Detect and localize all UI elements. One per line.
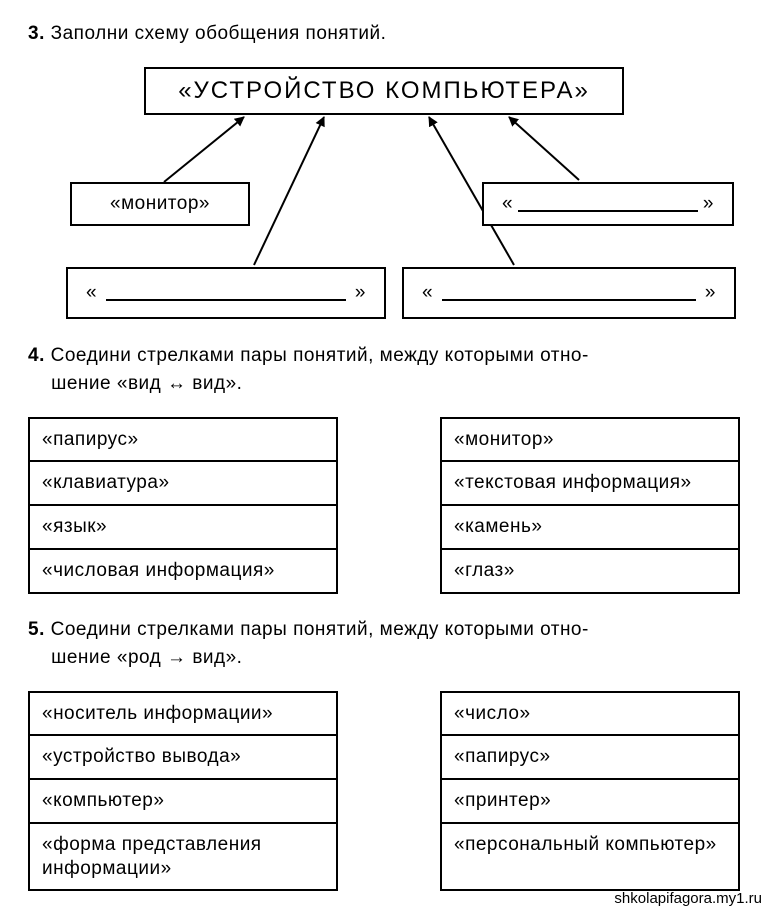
diagram-blank-br: « »	[402, 267, 736, 319]
list-item: «глаз»	[442, 550, 738, 592]
task4-num: 4.	[28, 345, 45, 366]
list-item: «носитель информации»	[30, 693, 336, 737]
task3-num: 3.	[28, 23, 45, 44]
quote-close: »	[703, 193, 714, 215]
diagram-monitor-box: «монитор»	[70, 182, 250, 226]
task4-prompt: 4. Соедини стрелками пары понятий, между…	[28, 342, 740, 399]
quote-open: «	[502, 193, 513, 215]
task4-line1: Соедини стрелками пары понятий, между ко…	[51, 345, 589, 366]
task3-text: Заполни схему обобщения понятий.	[51, 23, 387, 44]
list-item: «принтер»	[442, 780, 738, 824]
list-item: «форма представления информации»	[30, 824, 336, 890]
task5-right-table: «число» «папирус» «принтер» «персональны…	[440, 691, 740, 892]
list-item: «устройство вывода»	[30, 736, 336, 780]
task5-num: 5.	[28, 619, 45, 640]
diagram-blank-bl: « »	[66, 267, 386, 319]
blank-underline	[106, 284, 346, 301]
task3-prompt: 3. Заполни схему обобщения понятий.	[28, 20, 740, 49]
quote-open: «	[422, 282, 433, 304]
diagram-blank-tr: « »	[482, 182, 734, 226]
task4-right-table: «монитор» «текстовая информация» «камень…	[440, 417, 740, 594]
list-item: «язык»	[30, 506, 336, 550]
list-item: «монитор»	[442, 419, 738, 463]
watermark: shkolapifagora.my1.ru	[614, 890, 762, 907]
task5-prompt: 5. Соедини стрелками пары понятий, между…	[28, 616, 740, 673]
list-item: «клавиатура»	[30, 462, 336, 506]
task5-line1: Соедини стрелками пары понятий, между ко…	[51, 619, 589, 640]
quote-open: «	[86, 282, 97, 304]
quote-close: »	[705, 282, 716, 304]
list-item: «папирус»	[442, 736, 738, 780]
quote-close: »	[355, 282, 366, 304]
blank-underline	[518, 195, 698, 212]
list-item: «число»	[442, 693, 738, 737]
list-item: «персональный компьютер»	[442, 824, 738, 866]
task4-left-table: «папирус» «клавиатура» «язык» «числовая …	[28, 417, 338, 594]
blank-underline	[442, 284, 696, 301]
task5-left-table: «носитель информации» «устройство вывода…	[28, 691, 338, 892]
list-item: «текстовая информация»	[442, 462, 738, 506]
list-item: «числовая информация»	[30, 550, 336, 592]
task4-line2: шение «вид ↔ вид».	[51, 373, 242, 394]
list-item: «компьютер»	[30, 780, 336, 824]
list-item: «папирус»	[30, 419, 336, 463]
list-item: «камень»	[442, 506, 738, 550]
task4-columns: «папирус» «клавиатура» «язык» «числовая …	[28, 417, 740, 594]
task5-columns: «носитель информации» «устройство вывода…	[28, 691, 740, 892]
task5-line2: шение «род → вид».	[51, 647, 242, 668]
diagram-top-box: «УСТРОЙСТВО КОМПЬЮТЕРА»	[144, 67, 624, 115]
task3-diagram: «УСТРОЙСТВО КОМПЬЮТЕРА» «монитор» « » « …	[34, 67, 734, 322]
